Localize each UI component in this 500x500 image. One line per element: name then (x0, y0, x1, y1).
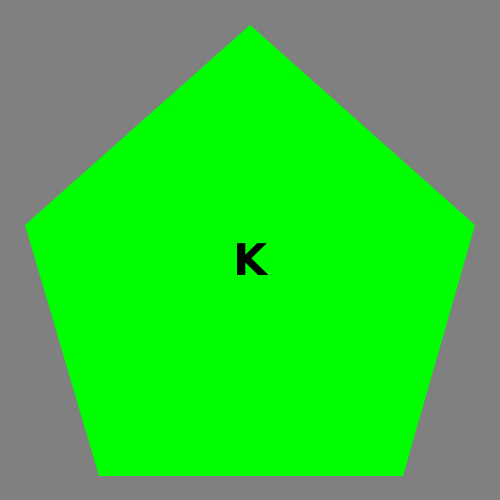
pentagon-label: K (233, 235, 269, 286)
pentagon-shape (25, 25, 475, 476)
